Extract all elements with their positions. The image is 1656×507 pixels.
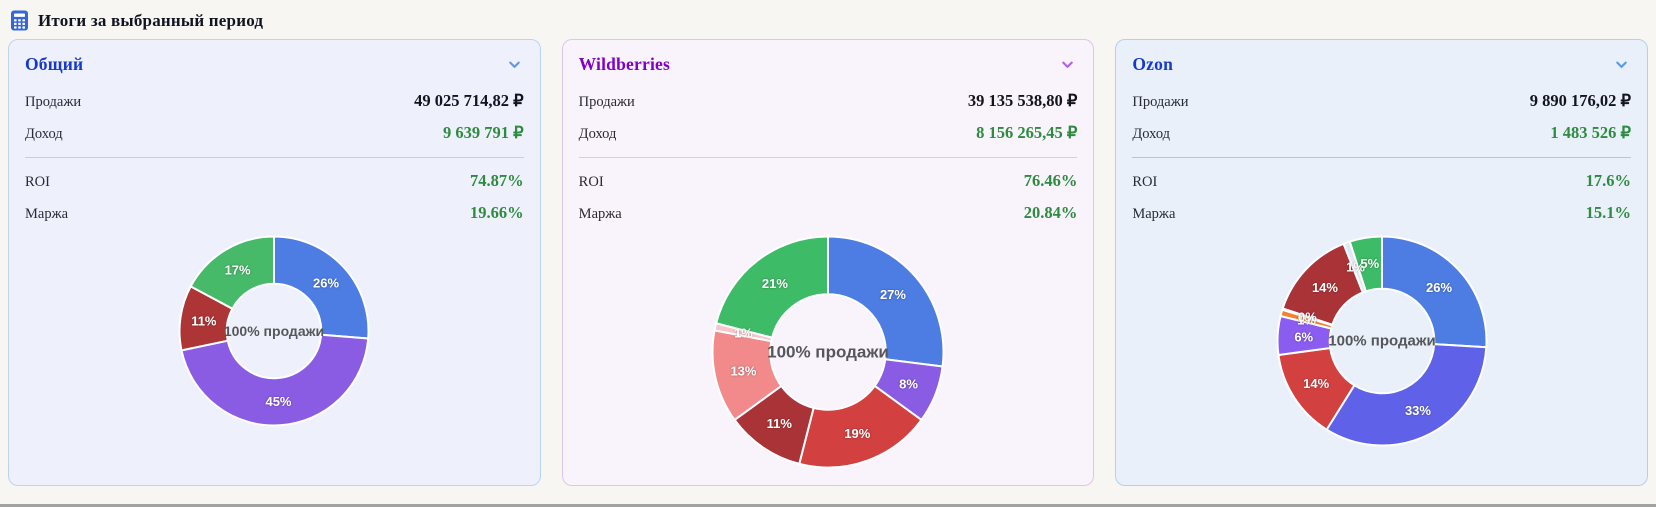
income-label: Доход	[578, 126, 617, 142]
card-header: Ozon	[1132, 54, 1631, 75]
slice-percent-label: 8%	[899, 376, 918, 391]
margin-row: Маржа 19.66%	[25, 197, 524, 229]
slice-percent-label: 1%	[1297, 312, 1316, 327]
income-value: 9 639 791 ₽	[443, 123, 524, 142]
margin-value: 20.84%	[1023, 203, 1078, 222]
card-header: Wildberries	[579, 54, 1078, 75]
slice-percent-label: 0%	[1298, 310, 1317, 325]
slice-percent-label: 11%	[192, 313, 218, 328]
roi-value: 74.87%	[470, 171, 524, 190]
sales-row: Продажи 49 025 714,82 ₽	[25, 85, 524, 117]
donut-slice[interactable]	[1348, 235, 1383, 293]
roi-row: ROI 76.46%	[579, 165, 1078, 197]
sales-label: Продажи	[1132, 94, 1189, 110]
donut-chart-ozon[interactable]: 26% 33% 14% 6% 1% 0% 14% 1% 5% 100% продажи	[1132, 235, 1631, 471]
divider	[1132, 157, 1632, 158]
roi-label: ROI	[25, 174, 50, 190]
margin-label: Маржа	[1132, 206, 1176, 222]
slice-percent-label: 33%	[1405, 403, 1431, 418]
income-value: 1 483 526 ₽	[1550, 123, 1632, 142]
roi-label: ROI	[1132, 174, 1158, 190]
income-row: Доход 9 639 791 ₽	[25, 117, 524, 149]
roi-value: 76.46%	[1023, 171, 1078, 190]
income-row: Доход 1 483 526 ₽	[1132, 117, 1631, 149]
page-header: Итоги за выбранный период	[0, 0, 1656, 37]
donut-center-label: 100% продажи	[224, 323, 324, 339]
margin-value: 19.66%	[470, 203, 524, 222]
sales-value: 49 025 714,82 ₽	[414, 91, 524, 110]
income-row: Доход 8 156 265,45 ₽	[579, 117, 1078, 149]
divider	[25, 157, 524, 158]
roi-row: ROI 17.6%	[1132, 165, 1631, 197]
slice-percent-label: 5%	[1360, 256, 1379, 271]
card-title: Wildberries	[578, 54, 670, 74]
donut-slice[interactable]	[798, 384, 923, 469]
chevron-down-icon[interactable]	[1058, 55, 1077, 74]
card-total: Общий Продажи 49 025 714,82 ₽ Доход 9 63…	[8, 39, 541, 486]
margin-label: Маржа	[25, 206, 69, 222]
slice-percent-label: 21%	[762, 276, 788, 291]
slice-percent-label: 13%	[730, 363, 756, 378]
donut-slice[interactable]	[190, 235, 276, 310]
slice-percent-label: 1%	[734, 326, 753, 341]
slice-percent-label: 45%	[266, 394, 292, 409]
card-header: Общий	[25, 54, 524, 75]
slice-percent-label: 26%	[313, 275, 339, 290]
income-label: Доход	[25, 126, 63, 142]
sales-value: 9 890 176,02 ₽	[1529, 91, 1632, 110]
donut-center-label: 100% продажи	[1328, 333, 1435, 350]
calculator-icon	[10, 10, 29, 31]
slice-percent-label: 1%	[1346, 260, 1365, 275]
sales-row: Продажи 9 890 176,02 ₽	[1132, 85, 1631, 117]
donut-chart-total[interactable]: 26% 45% 11% 17% 100% продажи	[25, 235, 524, 471]
card-wildberries: Wildberries Продажи 39 135 538,80 ₽ Дохо…	[561, 39, 1095, 486]
income-label: Доход	[1132, 126, 1171, 142]
roi-label: ROI	[578, 174, 604, 190]
donut-center-label: 100% продажи	[767, 343, 889, 362]
card-ozon: Ozon Продажи 9 890 176,02 ₽ Доход 1 483 …	[1115, 39, 1649, 486]
roi-row: ROI 74.87%	[25, 165, 524, 197]
slice-percent-label: 27%	[880, 287, 906, 302]
donut-slice[interactable]	[273, 235, 370, 340]
slice-percent-label: 14%	[1303, 376, 1329, 391]
income-value: 8 156 265,45 ₽	[976, 123, 1078, 142]
margin-label: Маржа	[578, 206, 622, 222]
sales-label: Продажи	[25, 94, 82, 110]
roi-value: 17.6%	[1585, 171, 1632, 190]
sales-value: 39 135 538,80 ₽	[967, 91, 1078, 110]
donut-slice[interactable]	[1325, 343, 1487, 447]
page-title: Итоги за выбранный период	[38, 10, 264, 30]
window-bottom-edge	[0, 504, 1656, 507]
card-title: Общий	[25, 54, 84, 74]
slice-percent-label: 17%	[225, 263, 251, 278]
donut-chart-wildberries[interactable]: 27% 8% 19% 11% 13% 1% 21% 100% продажи	[579, 235, 1078, 471]
donut-slice[interactable]	[827, 235, 945, 368]
sales-label: Продажи	[578, 94, 635, 110]
donut-slice[interactable]	[1380, 235, 1488, 349]
slice-percent-label: 11%	[767, 416, 793, 431]
margin-row: Маржа 20.84%	[579, 197, 1078, 229]
slice-percent-label: 26%	[1426, 280, 1452, 295]
slice-percent-label: 6%	[1294, 329, 1313, 344]
slice-percent-label: 19%	[844, 426, 870, 441]
summary-cards-row: Общий Продажи 49 025 714,82 ₽ Доход 9 63…	[0, 37, 1656, 486]
margin-value: 15.1%	[1585, 203, 1632, 222]
divider	[578, 157, 1078, 158]
card-title: Ozon	[1132, 54, 1174, 74]
slice-percent-label: 14%	[1312, 280, 1338, 295]
chevron-down-icon[interactable]	[1612, 55, 1631, 74]
margin-row: Маржа 15.1%	[1132, 197, 1631, 229]
chevron-down-icon[interactable]	[505, 55, 524, 74]
donut-slice[interactable]	[180, 333, 370, 427]
sales-row: Продажи 39 135 538,80 ₽	[579, 85, 1078, 117]
donut-slice[interactable]	[715, 235, 829, 339]
